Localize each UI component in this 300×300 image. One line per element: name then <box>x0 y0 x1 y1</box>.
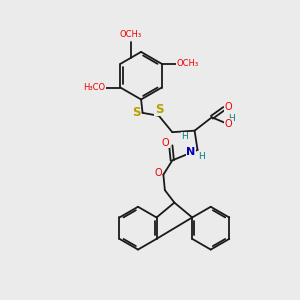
Text: OCH₃: OCH₃ <box>176 59 198 68</box>
Text: H₃CO: H₃CO <box>83 83 105 92</box>
Text: H: H <box>198 152 205 161</box>
Text: O: O <box>225 102 232 112</box>
Text: H: H <box>182 132 188 141</box>
Text: S: S <box>132 106 140 119</box>
Text: OCH₃: OCH₃ <box>120 30 142 39</box>
Text: S: S <box>155 103 163 116</box>
Text: O: O <box>162 138 169 148</box>
Text: O: O <box>154 168 162 178</box>
Text: N: N <box>186 147 196 158</box>
Text: H: H <box>229 114 235 123</box>
Text: O: O <box>224 119 232 129</box>
